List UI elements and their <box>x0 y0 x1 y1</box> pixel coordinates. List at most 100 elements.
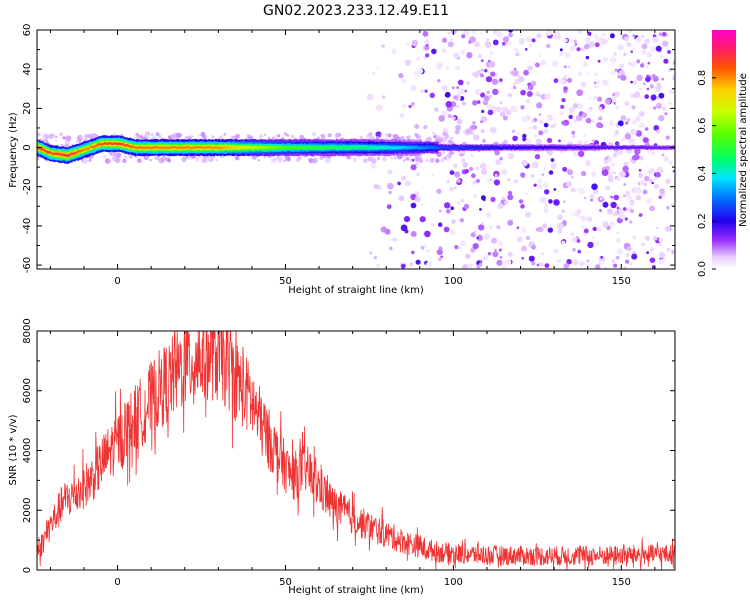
ridge-cell <box>520 146 523 148</box>
noise-speck <box>481 138 487 144</box>
noise-speck <box>595 241 600 246</box>
haze-speck <box>380 133 383 137</box>
noise-speck <box>474 230 477 233</box>
spectrogram-image <box>37 30 675 269</box>
haze-speck <box>215 158 218 162</box>
noise-speck <box>658 242 662 247</box>
noise-speck <box>550 162 557 169</box>
ridge-cell <box>329 146 331 149</box>
ridge-cell <box>330 146 333 149</box>
noise-speck <box>646 198 652 204</box>
noise-speck <box>640 242 645 247</box>
noise-speck <box>456 86 460 89</box>
ridge-cell <box>582 146 585 148</box>
ridge-cell <box>638 147 640 149</box>
snr-xlabel: Height of straight line (km) <box>288 585 424 596</box>
noise-speck <box>496 259 503 266</box>
ridge-cell <box>223 146 226 149</box>
ridge-cell <box>372 146 375 150</box>
noise-speck <box>663 58 669 64</box>
ridge-cell <box>89 146 91 149</box>
noise-speck <box>489 51 494 55</box>
noise-speck <box>609 56 617 64</box>
noise-speck <box>501 169 508 175</box>
noise-speck <box>623 194 627 198</box>
noise-speck <box>520 89 526 96</box>
ridge-cell <box>453 147 456 149</box>
ridge-cell <box>320 146 323 149</box>
haze-speck <box>55 135 58 139</box>
noise-speck <box>619 213 626 220</box>
ridge-cell <box>431 146 434 149</box>
noise-speck <box>658 238 663 243</box>
noise-speck <box>422 30 429 37</box>
noise-speck <box>438 115 446 122</box>
noise-speck <box>389 246 393 250</box>
ridge-cell <box>391 146 394 150</box>
haze-speck <box>407 136 411 140</box>
noise-speck <box>613 102 616 105</box>
haze-speck <box>418 158 424 164</box>
noise-speck <box>544 263 550 268</box>
noise-speck <box>613 52 617 56</box>
noise-speck <box>621 137 626 142</box>
ridge-cell <box>570 147 573 149</box>
noise-speck <box>592 189 599 195</box>
noise-speck <box>508 93 512 98</box>
noise-speck <box>484 69 488 73</box>
noise-speck <box>599 197 603 201</box>
ridge-cell <box>288 146 291 149</box>
noise-speck <box>632 47 636 51</box>
ridge-cell <box>250 146 253 150</box>
ridge-cell <box>298 146 301 149</box>
ridge-cell <box>166 146 169 149</box>
ridge-cell <box>619 146 622 148</box>
ridge-cell <box>184 146 187 149</box>
noise-speck <box>486 90 490 94</box>
haze-speck <box>158 157 165 164</box>
ridge-cell <box>327 146 330 150</box>
noise-speck <box>580 81 587 88</box>
noise-speck <box>617 248 624 255</box>
noise-speck <box>514 47 518 52</box>
noise-speck <box>655 172 661 178</box>
ridge-cell <box>176 146 179 149</box>
noise-speck <box>668 88 675 95</box>
ridge-cell <box>399 146 402 149</box>
haze-speck <box>81 159 84 162</box>
ridge-cell <box>475 147 478 149</box>
noise-speck <box>534 62 540 68</box>
ridge-cell <box>601 146 603 149</box>
noise-speck <box>466 81 470 85</box>
ridge-cell <box>471 146 474 149</box>
ridge-cell <box>285 146 288 149</box>
ridge-cell <box>463 146 466 149</box>
noise-speck <box>652 74 656 78</box>
noise-speck <box>455 124 461 131</box>
noise-speck <box>402 104 407 109</box>
noise-speck <box>475 166 480 171</box>
noise-speck <box>575 114 583 122</box>
y-tick-label: 2000 <box>22 498 33 523</box>
haze-speck <box>283 132 288 136</box>
noise-speck <box>626 246 632 252</box>
noise-speck <box>370 162 377 169</box>
noise-speck <box>616 176 621 182</box>
ridge-cell <box>263 146 266 149</box>
ridge-cell <box>441 146 444 148</box>
noise-speck <box>460 49 466 56</box>
haze-speck <box>45 136 49 140</box>
noise-speck <box>572 248 576 252</box>
noise-speck <box>664 225 671 232</box>
ridge-cell <box>85 147 88 151</box>
ridge-cell <box>356 146 358 149</box>
ridge-cell <box>411 146 414 150</box>
colorbar-tick-label: 0.6 <box>697 118 708 134</box>
ridge-cell <box>154 146 157 149</box>
noise-speck <box>659 188 665 194</box>
ridge-cell <box>147 146 150 149</box>
noise-speck <box>420 203 424 207</box>
ridge-cell <box>545 146 548 148</box>
noise-speck <box>461 101 466 106</box>
noise-speck <box>598 116 603 121</box>
